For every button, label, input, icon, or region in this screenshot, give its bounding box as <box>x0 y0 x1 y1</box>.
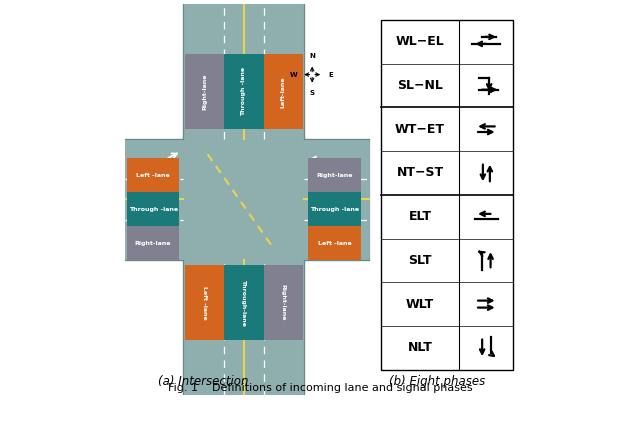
Text: WLT: WLT <box>406 298 434 311</box>
Bar <box>184 4 305 395</box>
Text: SL−NL: SL−NL <box>397 79 443 92</box>
Text: Through -lane: Through -lane <box>129 207 178 211</box>
Bar <box>308 158 361 192</box>
Text: Fig. 1    Definitions of incoming lane and signal phases: Fig. 1 Definitions of incoming lane and … <box>168 383 472 393</box>
Text: W: W <box>290 72 298 78</box>
Text: Left-lane: Left-lane <box>281 76 285 108</box>
Text: N: N <box>309 53 315 59</box>
Bar <box>185 265 224 340</box>
Bar <box>224 265 264 340</box>
Text: S: S <box>310 90 315 96</box>
Text: NLT: NLT <box>408 341 433 354</box>
Bar <box>264 54 303 129</box>
Bar <box>127 158 179 192</box>
Bar <box>185 54 224 129</box>
Text: WT−ET: WT−ET <box>395 123 445 136</box>
Bar <box>184 139 305 260</box>
Bar <box>125 139 369 260</box>
Text: (b) Eight phases: (b) Eight phases <box>389 375 485 387</box>
Text: Through -lane: Through -lane <box>310 207 359 211</box>
Bar <box>381 20 513 370</box>
Text: Left -lane: Left -lane <box>202 286 207 319</box>
Text: Left -lane: Left -lane <box>136 173 170 178</box>
Bar <box>127 226 179 260</box>
Text: NT−ST: NT−ST <box>396 166 444 179</box>
Bar <box>224 54 264 129</box>
Text: ELT: ELT <box>408 210 431 223</box>
Bar <box>127 192 179 226</box>
Text: Right-lane: Right-lane <box>202 73 207 110</box>
Text: Right-lane: Right-lane <box>316 173 353 178</box>
Text: WL−EL: WL−EL <box>396 35 444 48</box>
Text: Right-lane: Right-lane <box>281 284 285 321</box>
Text: Right-lane: Right-lane <box>135 241 172 245</box>
Text: Through-lane: Through-lane <box>241 279 246 326</box>
Text: E: E <box>328 72 333 78</box>
Bar <box>308 226 361 260</box>
Bar <box>308 192 361 226</box>
Bar <box>264 265 303 340</box>
Text: SLT: SLT <box>408 254 432 267</box>
Text: (a) Intersection: (a) Intersection <box>157 375 248 387</box>
Text: Through -lane: Through -lane <box>241 67 246 116</box>
Text: Left -lane: Left -lane <box>318 241 351 245</box>
